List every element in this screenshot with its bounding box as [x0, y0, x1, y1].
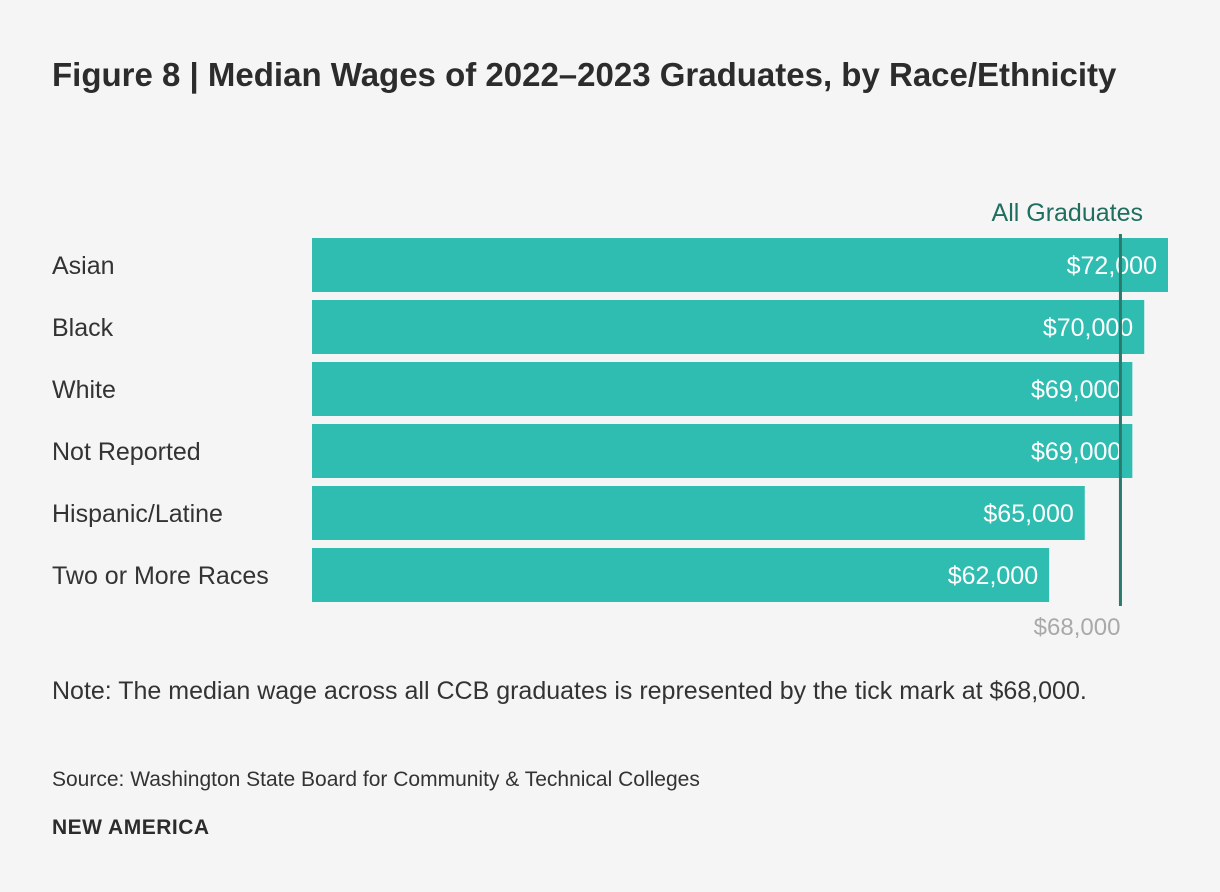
- category-label-asian: Asian: [52, 252, 115, 280]
- category-label-black: Black: [52, 314, 114, 342]
- value-label-two-or-more-races: $62,000: [948, 562, 1038, 590]
- bar-white: [312, 362, 1133, 416]
- bar-hispanic-latine: [312, 486, 1085, 540]
- value-label-black: $70,000: [1043, 314, 1133, 342]
- category-label-two-or-more-races: Two or More Races: [52, 562, 269, 590]
- bar-asian: [312, 238, 1168, 292]
- chart-source: Source: Washington State Board for Commu…: [52, 768, 700, 791]
- category-label-not-reported: Not Reported: [52, 438, 201, 466]
- reference-line: [1118, 234, 1122, 606]
- category-label-white: White: [52, 376, 116, 404]
- reference-series-label: All Graduates: [992, 199, 1143, 227]
- bar-two-or-more-races: [312, 548, 1050, 602]
- brand-logo-text: NEW AMERICA: [52, 816, 210, 839]
- value-label-hispanic-latine: $65,000: [983, 500, 1073, 528]
- value-label-white: $69,000: [1031, 376, 1121, 404]
- category-label-hispanic-latine: Hispanic/Latine: [52, 500, 223, 528]
- bar-not-reported: [312, 424, 1133, 478]
- value-label-not-reported: $69,000: [1031, 438, 1121, 466]
- value-label-asian: $72,000: [1067, 252, 1157, 280]
- chart-note: Note: The median wage across all CCB gra…: [52, 677, 1087, 705]
- bar-chart: Asian $72,000 Black $70,000 White $69,000 Not …: [52, 199, 1168, 641]
- chart-title: Figure 8 | Median Wages of 2022–2023 Gra…: [52, 56, 1117, 93]
- bar-black: [312, 300, 1145, 354]
- reference-value-label: $68,000: [1034, 614, 1121, 641]
